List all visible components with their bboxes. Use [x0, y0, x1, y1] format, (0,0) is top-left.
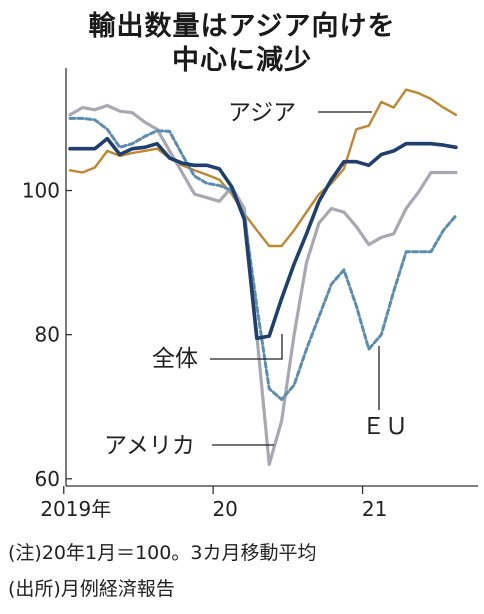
y-tick-label: 60	[35, 467, 60, 491]
annotation-total: 全体	[152, 346, 198, 372]
chart-subtitle: 中心に減少	[172, 45, 312, 76]
axes	[65, 68, 478, 487]
ticks: 60 80 100 2019年 20 21	[22, 179, 387, 521]
leader-total	[210, 334, 283, 360]
series-line-america	[68, 103, 458, 466]
series-line-eu	[68, 116, 458, 401]
x-tick-label: 2019年	[40, 497, 111, 521]
series-line-total	[68, 136, 458, 341]
series-lines	[68, 88, 458, 466]
y-tick-label: 100	[22, 179, 60, 203]
annotation-asia: アジア	[228, 100, 296, 126]
series-line-asia	[68, 88, 458, 248]
annotation-eu: ＥＵ	[362, 414, 408, 440]
chart-title: 輸出数量はアジア向けを	[88, 11, 396, 42]
x-tick-label: 21	[362, 497, 387, 521]
x-tick-label: 20	[212, 497, 237, 521]
annotations: アジア 全体 アメリカ ＥＵ	[104, 100, 408, 459]
y-tick-label: 80	[35, 323, 60, 347]
footnote: (注)20年1月＝100。3カ月移動平均	[8, 542, 317, 564]
annotation-america: アメリカ	[104, 433, 195, 459]
source-note: (出所)月例経済報告	[8, 578, 175, 600]
